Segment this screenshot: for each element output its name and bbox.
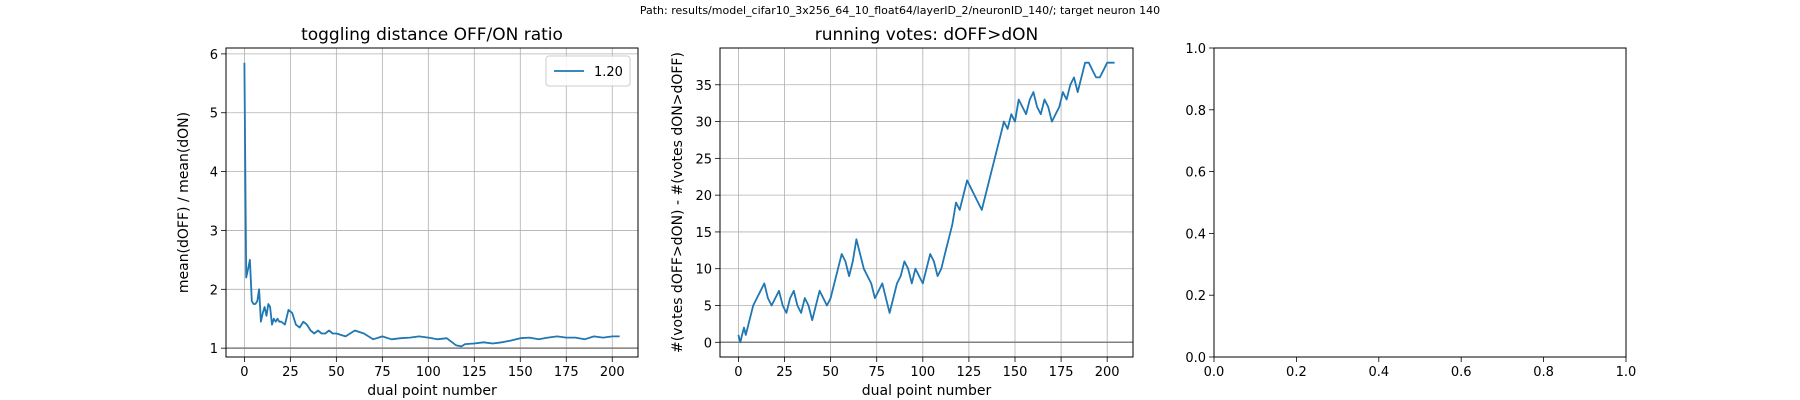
x-tick-label: 0 — [734, 365, 742, 380]
x-tick-label: 75 — [868, 365, 885, 380]
y-tick-label: 10 — [695, 263, 712, 278]
x-tick-label: 1.0 — [1616, 365, 1637, 380]
x-tick-label: 100 — [910, 365, 935, 380]
y-tick-label: 0.4 — [1185, 227, 1206, 242]
x-tick-label: 25 — [282, 365, 299, 380]
axes-1: 0 25 50 75 100 125 150 175 200 1 2 3 4 5 6 toggling dis… — [176, 25, 639, 399]
figure-suptitle: Path: results/model_cifar10_3x256_64_10_… — [639, 4, 1161, 17]
x-tick-label: 150 — [508, 365, 533, 380]
x-tick-label: 150 — [1003, 365, 1028, 380]
y-axis-label: mean(dOFF) / mean(dON) — [176, 112, 192, 293]
y-tick-label: 30 — [695, 116, 712, 131]
x-tick-label: 175 — [1049, 365, 1074, 380]
x-tick-label: 0.8 — [1533, 365, 1554, 380]
x-tick-label: 50 — [328, 365, 345, 380]
y-tick-label: 3 — [210, 224, 218, 239]
x-tick-label: 25 — [776, 365, 793, 380]
x-tick-label: 200 — [1095, 365, 1120, 380]
y-tick-label: 6 — [210, 48, 218, 63]
x-tick-label: 50 — [822, 365, 839, 380]
x-axis-label: dual point number — [862, 383, 992, 399]
y-tick-label: 0.2 — [1185, 289, 1206, 304]
y-tick-label: 5 — [210, 107, 218, 122]
x-tick-label: 0.4 — [1368, 365, 1389, 380]
x-axis-label: dual point number — [367, 383, 497, 399]
x-tick-label: 125 — [956, 365, 981, 380]
legend-label: 1.20 — [594, 65, 623, 80]
y-tick-label: 0.0 — [1185, 351, 1206, 366]
y-tick-label: 15 — [695, 226, 712, 241]
x-tick-label: 100 — [416, 365, 441, 380]
series-line-1 — [737, 61, 1115, 344]
chart-title: running votes: dOFF>dON — [815, 25, 1038, 45]
y-tick-label: 5 — [704, 300, 712, 315]
axes-frame — [1213, 47, 1627, 358]
axes-2: 0 25 50 75 100 125 150 175 200 0 5 10 15 20 25 30 35 runn… — [670, 25, 1134, 399]
x-tick-label: 200 — [600, 365, 625, 380]
y-tick-label: 25 — [695, 152, 712, 167]
series-line-1 — [243, 62, 620, 348]
x-tick-label: 0 — [240, 365, 248, 380]
y-tick-label: 0.8 — [1185, 104, 1206, 119]
y-axis-label: #(votes dOFF>dON) - #(votes dON>dOFF) — [670, 52, 686, 353]
y-tick-label: 4 — [210, 166, 218, 181]
axes-frame — [225, 47, 639, 358]
x-tick-label: 125 — [462, 365, 487, 380]
y-tick-label: 2 — [210, 283, 218, 298]
x-tick-label: 0.2 — [1286, 365, 1307, 380]
legend-box — [545, 55, 631, 87]
chart-title: toggling distance OFF/ON ratio — [301, 25, 563, 45]
y-tick-label: 35 — [695, 79, 712, 94]
y-tick-label: 0 — [704, 336, 712, 351]
y-tick-label: 20 — [695, 189, 712, 204]
x-tick-label: 75 — [374, 365, 391, 380]
x-tick-label: 0.0 — [1204, 365, 1225, 380]
y-tick-label: 1.0 — [1185, 42, 1206, 57]
x-tick-label: 175 — [554, 365, 579, 380]
y-tick-label: 1 — [210, 342, 218, 357]
axes-3: 0.0 0.2 0.4 0.6 0.8 1.0 0.0 0.2 0.4 0.6 0.8 1.0 — [1185, 42, 1636, 380]
y-tick-label: 0.6 — [1185, 166, 1206, 181]
legend: 1.20 — [545, 55, 631, 87]
x-tick-label: 0.6 — [1451, 365, 1472, 380]
axes-frame — [719, 47, 1134, 358]
